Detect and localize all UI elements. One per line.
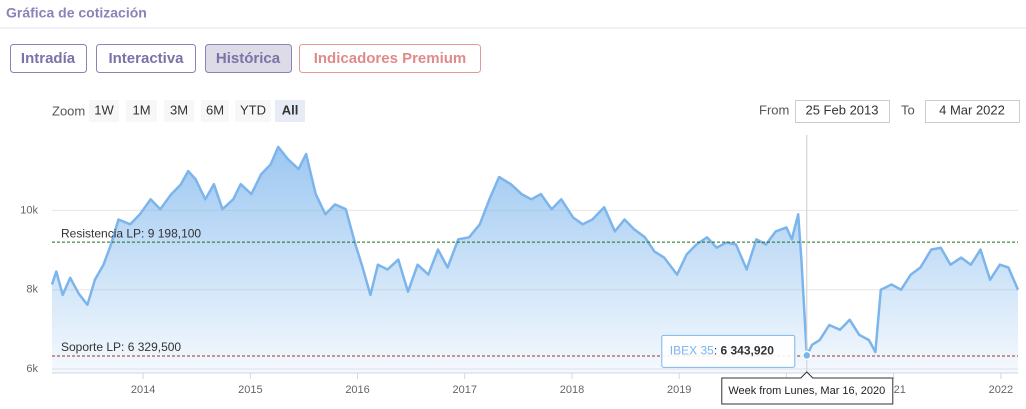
x-tick-label: 2014 bbox=[131, 384, 155, 396]
y-tick-label: 10k bbox=[20, 204, 38, 216]
tab-active[interactable] bbox=[205, 44, 292, 73]
range-button-label[interactable]: YTD bbox=[240, 102, 266, 117]
range-button[interactable] bbox=[164, 100, 194, 122]
from-date[interactable]: 25 Feb 2013 bbox=[805, 102, 878, 117]
zoom-label: Zoom bbox=[52, 103, 85, 118]
range-button[interactable] bbox=[126, 100, 157, 122]
plot-line-label: Soporte LP: 6 329,500 bbox=[61, 340, 181, 354]
x-tick-label: 2015 bbox=[238, 384, 262, 396]
tab-label[interactable]: Interactiva bbox=[108, 50, 184, 67]
page-title: Gráfica de cotización bbox=[6, 5, 147, 21]
to-date[interactable]: 4 Mar 2022 bbox=[939, 102, 1005, 117]
x-tick-label: 2022 bbox=[989, 384, 1013, 396]
x-tick-label: 2018 bbox=[560, 384, 584, 396]
range-button[interactable] bbox=[89, 100, 119, 122]
plot-line-label: Resistencia LP: 9 198,100 bbox=[61, 226, 201, 240]
tab-label[interactable]: Intradía bbox=[21, 50, 76, 67]
plot: 6k8k10k201420152016201720182019202020212… bbox=[20, 135, 1020, 405]
y-tick-label: 6k bbox=[26, 363, 38, 375]
from-label: From bbox=[759, 102, 789, 117]
point-marker bbox=[802, 350, 812, 361]
tab-label[interactable]: Histórica bbox=[216, 50, 281, 67]
range-button-label[interactable]: 1M bbox=[132, 102, 150, 117]
tooltip bbox=[661, 334, 796, 368]
x-tick-label: 2016 bbox=[345, 384, 369, 396]
tooltip-text: IBEX 35: 6 343,920 bbox=[670, 344, 774, 358]
range-button-label[interactable]: 3M bbox=[170, 102, 188, 117]
range-buttons: 1W 1M 3M 6M YTD All bbox=[89, 100, 305, 122]
date-input[interactable] bbox=[795, 100, 890, 123]
date-input[interactable] bbox=[925, 100, 1020, 123]
range-button-label[interactable]: 6M bbox=[206, 102, 224, 117]
tooltip-value: 6 343,920 bbox=[720, 344, 774, 358]
x-tick-label: 2017 bbox=[453, 384, 477, 396]
tab[interactable] bbox=[96, 44, 196, 73]
y-tick-label: 8k bbox=[26, 284, 38, 296]
range-button[interactable] bbox=[235, 100, 271, 122]
tab-label[interactable]: Indicadores Premium bbox=[314, 50, 467, 67]
tab[interactable] bbox=[10, 44, 87, 73]
date-flag-text: Week from Lunes, Mar 16, 2020 bbox=[728, 385, 885, 397]
range-button-label[interactable]: All bbox=[282, 102, 299, 117]
range-button-label[interactable]: 1W bbox=[94, 102, 114, 117]
to-label: To bbox=[901, 102, 915, 117]
line bbox=[50, 145, 1020, 357]
tooltip-series: IBEX 35 bbox=[670, 344, 714, 358]
date-flag bbox=[721, 371, 894, 405]
range-button[interactable] bbox=[275, 100, 305, 122]
area bbox=[52, 146, 1018, 373]
tab-premium[interactable] bbox=[299, 44, 481, 73]
range-button[interactable] bbox=[201, 100, 229, 122]
x-tick-label: 2019 bbox=[667, 384, 691, 396]
